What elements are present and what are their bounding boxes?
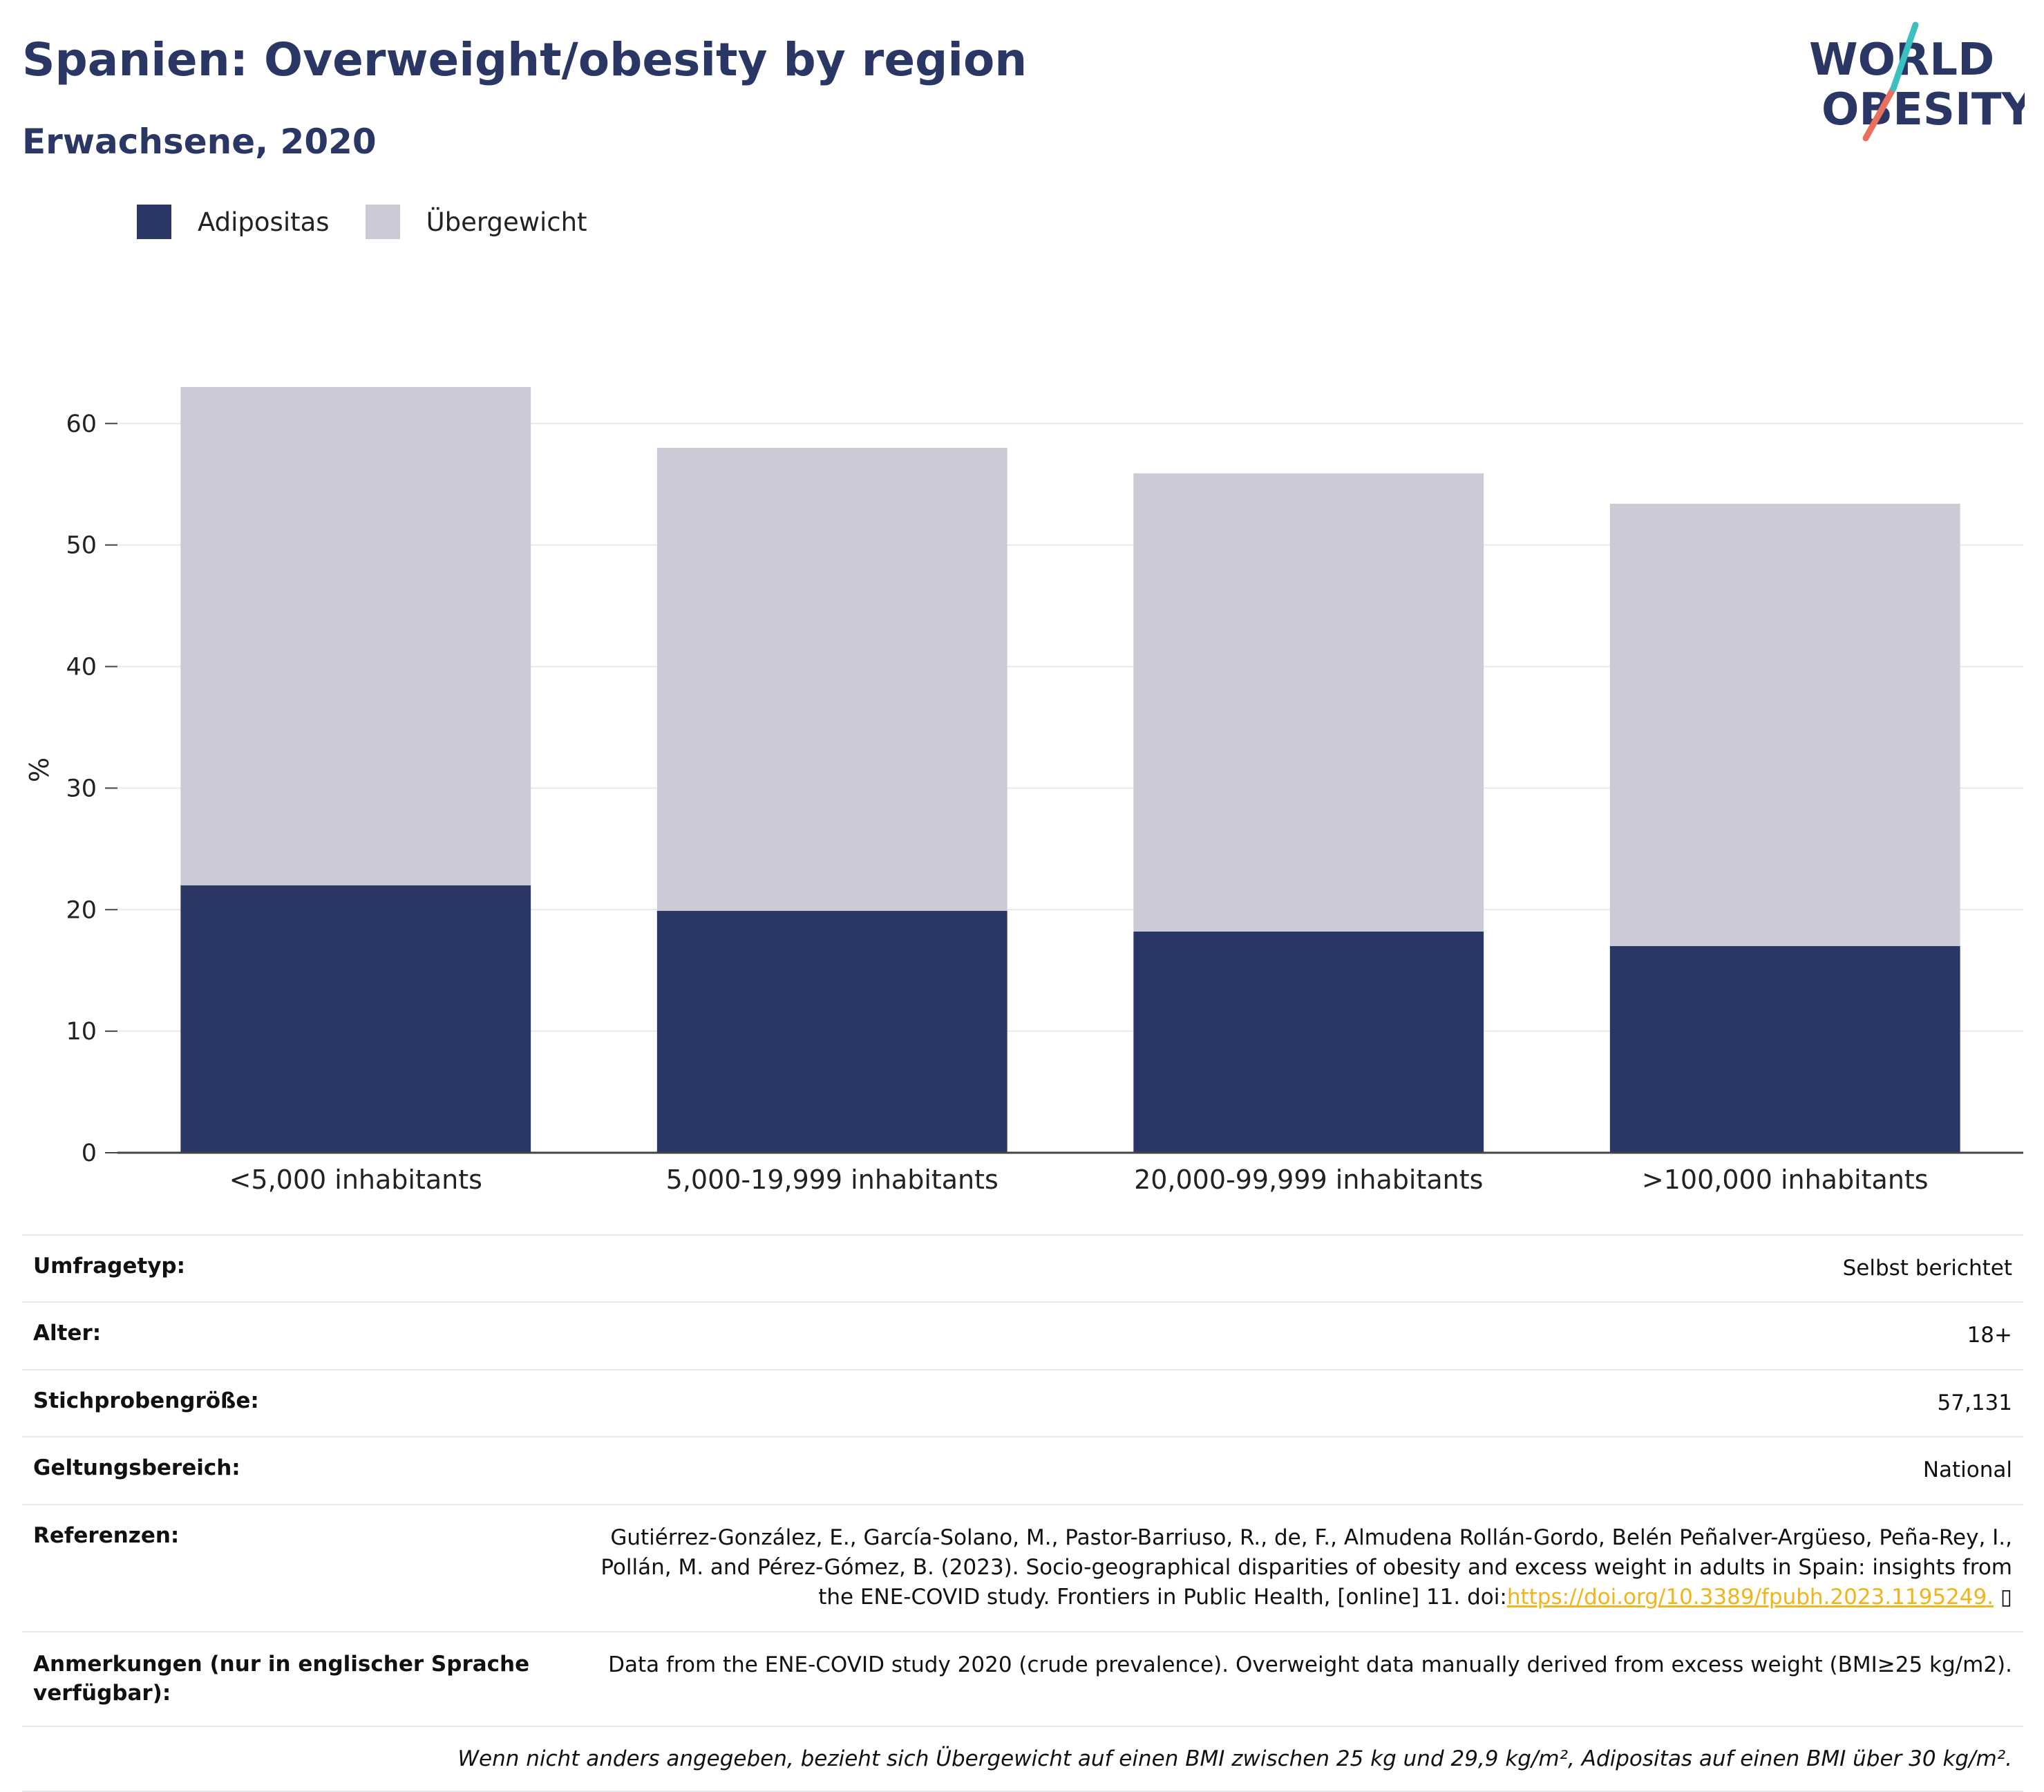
metadata-table: Umfragetyp: Selbst berichtet Alter: 18+ … <box>22 1234 2023 1792</box>
logo-line2: OBESITY <box>1821 84 2025 135</box>
y-tick-label: 30 <box>66 775 97 802</box>
y-tick-label: 40 <box>66 654 97 681</box>
external-link-icon[interactable]: ▯ <box>1994 1585 2012 1610</box>
meta-label: Alter: <box>33 1321 102 1346</box>
y-tick-label: 50 <box>66 532 97 560</box>
y-tick-label: 20 <box>66 896 97 924</box>
meta-row-age: Alter: 18+ <box>22 1301 2023 1368</box>
meta-value-reference: Gutiérrez-González, E., García-Solano, M… <box>561 1523 2012 1613</box>
meta-row-references: Referenzen: Gutiérrez-González, E., Garc… <box>22 1503 2023 1631</box>
legend-swatch-uebergewicht <box>365 205 400 239</box>
meta-label: Anmerkungen (nur in englischer Sprache v… <box>33 1651 530 1706</box>
bar-uebergewicht <box>180 387 531 886</box>
x-tick-label: 20,000-99,999 inhabitants <box>1134 1164 1483 1195</box>
meta-row-sample: Stichprobengröße: 57,131 <box>22 1368 2023 1436</box>
meta-label: Umfragetyp: <box>33 1254 185 1279</box>
y-tick-label: 60 <box>66 411 97 438</box>
meta-row-survey: Umfragetyp: Selbst berichtet <box>22 1234 2023 1301</box>
logo-slash-teal <box>1890 21 1919 92</box>
bmi-footnote: Wenn nicht anders angegeben, bezieht sic… <box>22 1726 2023 1792</box>
x-tick-label: <5,000 inhabitants <box>229 1164 482 1195</box>
bar-uebergewicht <box>1609 503 1960 947</box>
meta-value: National <box>1922 1458 2012 1483</box>
reference-text: Gutiérrez-González, E., García-Solano, M… <box>600 1525 2012 1610</box>
x-tick-label: 5,000-19,999 inhabitants <box>666 1164 999 1195</box>
bar-adipositas <box>180 885 531 1153</box>
meta-row-notes: Anmerkungen (nur in englischer Sprache v… <box>22 1630 2023 1726</box>
bar-adipositas <box>1609 946 1960 1153</box>
world-obesity-logo: WORLD OBESITY <box>1809 21 2025 142</box>
bar-adipositas <box>656 911 1007 1153</box>
y-tick-label: 10 <box>66 1018 97 1046</box>
legend-swatch-adipositas <box>137 205 171 239</box>
meta-label: Referenzen: <box>33 1522 180 1548</box>
stacked-bar-chart: 0 10 20 30 40 50 60% <5,000 inhabitants 5,000-19… <box>24 387 2023 1195</box>
legend-item-adipositas[interactable]: Adipositas <box>137 205 330 239</box>
meta-row-scope: Geltungsbereich: National <box>22 1436 2023 1503</box>
page-title: Spanien: Overweight/obesity by region <box>22 33 1028 86</box>
page-subtitle: Erwachsene, 2020 <box>22 122 377 162</box>
meta-value: Selbst berichtet <box>1842 1256 2012 1281</box>
reference-doi-link[interactable]: https://doi.org/10.3389/fpubh.2023.11952… <box>1506 1585 1994 1610</box>
meta-value: 18+ <box>1967 1323 2012 1348</box>
logo-slash-red <box>1862 85 1897 142</box>
meta-value: Data from the ENE-COVID study 2020 (crud… <box>608 1652 2012 1677</box>
meta-label: Stichprobengröße: <box>33 1388 259 1413</box>
legend-item-uebergewicht[interactable]: Übergewicht <box>365 205 587 239</box>
x-tick-label: >100,000 inhabitants <box>1642 1164 1929 1195</box>
y-tick-label: 0 <box>82 1140 97 1167</box>
bar-adipositas <box>1133 931 1484 1153</box>
meta-label: Geltungsbereich: <box>33 1455 240 1481</box>
legend-label-uebergewicht: Übergewicht <box>426 207 587 237</box>
bar-uebergewicht <box>656 447 1007 912</box>
meta-value: 57,131 <box>1937 1390 2012 1415</box>
chart-legend: Adipositas Übergewicht <box>137 205 623 239</box>
bar-uebergewicht <box>1133 473 1484 932</box>
legend-label-adipositas: Adipositas <box>198 207 330 237</box>
y-axis-label: % <box>24 757 55 782</box>
